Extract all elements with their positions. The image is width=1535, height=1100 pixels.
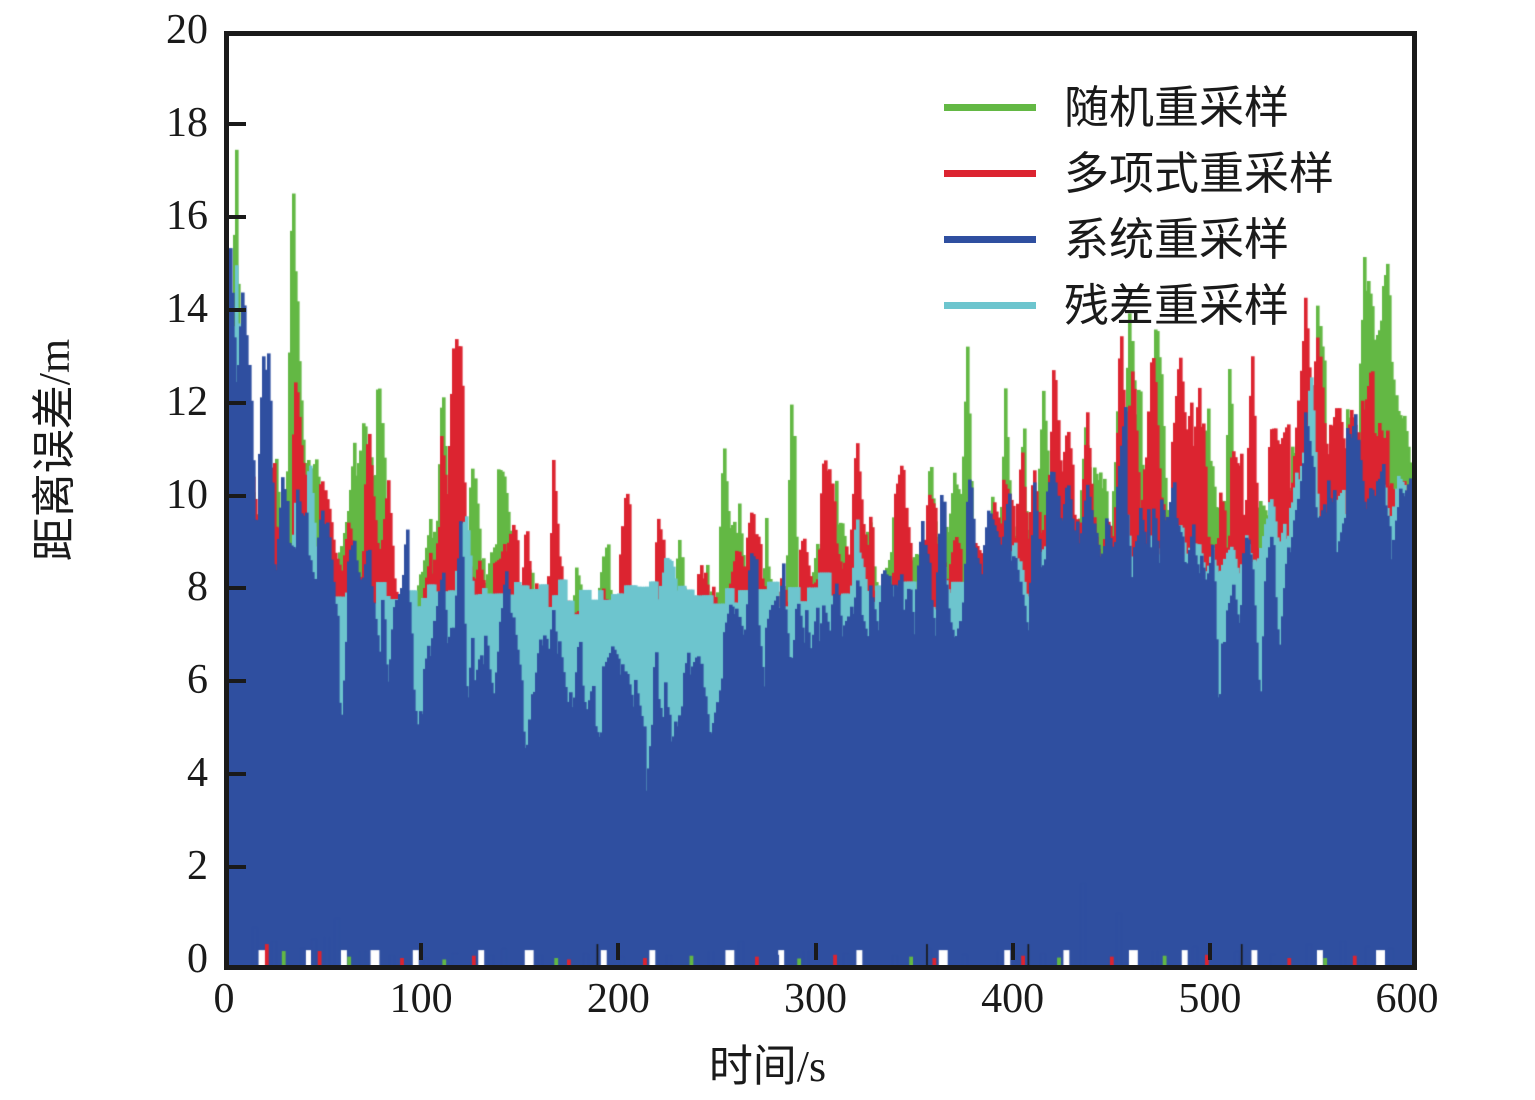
y-tick-label: 2 [187,843,208,890]
x-tick-mark [616,943,621,960]
legend-swatch-random [944,103,1036,111]
legend-swatch-systematic [944,235,1036,243]
x-tick-label: 600 [1375,976,1439,1022]
legend-item-random: 随机重采样 [944,74,1374,140]
x-tick-label: 500 [1178,976,1242,1022]
x-axis-title: 时间/s [708,1042,827,1091]
y-tick-label: 20 [166,7,208,53]
y-axis-title: 距离误差/m [30,338,79,562]
y-tick-mark [229,400,246,405]
x-tick-label: 200 [586,976,650,1022]
legend-label-systematic: 系统重采样 [1064,213,1290,265]
legend-swatch-residual [944,301,1036,309]
x-tick-label: 0 [213,976,235,1022]
plot-area [224,31,1417,970]
x-tick-label: 400 [981,976,1045,1022]
y-tick-mark [229,865,246,870]
y-tick-mark [229,214,246,219]
legend-label-multinomial: 多项式重采样 [1064,147,1335,199]
legend-item-residual: 残差重采样 [944,272,1374,338]
y-tick-label: 18 [166,99,208,146]
x-tick-label: 300 [784,976,847,1022]
y-tick-mark [229,121,246,126]
y-tick-mark [229,679,246,684]
x-tick-mark [1010,943,1015,960]
y-tick-label: 6 [187,657,208,704]
y-tick-label: 4 [187,750,208,797]
legend-label-random: 随机重采样 [1064,81,1290,133]
y-tick-label: 14 [166,285,208,332]
legend-item-systematic: 系统重采样 [944,206,1374,272]
y-tick-label: 10 [166,471,208,518]
x-tick-mark [419,943,424,960]
legend-label-residual: 残差重采样 [1064,279,1290,331]
legend-swatch-multinomial [944,169,1036,177]
y-tick-label: 0 [187,936,208,982]
y-tick-mark [229,307,246,312]
y-tick-mark [229,772,246,777]
y-tick-label: 8 [187,564,208,611]
legend-item-multinomial: 多项式重采样 [944,140,1374,206]
y-tick-mark [229,586,246,591]
y-tick-label: 16 [166,192,208,239]
y-tick-label: 12 [166,378,208,425]
x-tick-mark [1207,943,1212,960]
x-tick-mark [813,943,818,960]
chart-canvas [229,36,1412,965]
y-tick-mark [229,493,246,498]
x-tick-label: 100 [389,976,453,1022]
chart-legend: 随机重采样 多项式重采样 系统重采样 残差重采样 [944,74,1374,338]
